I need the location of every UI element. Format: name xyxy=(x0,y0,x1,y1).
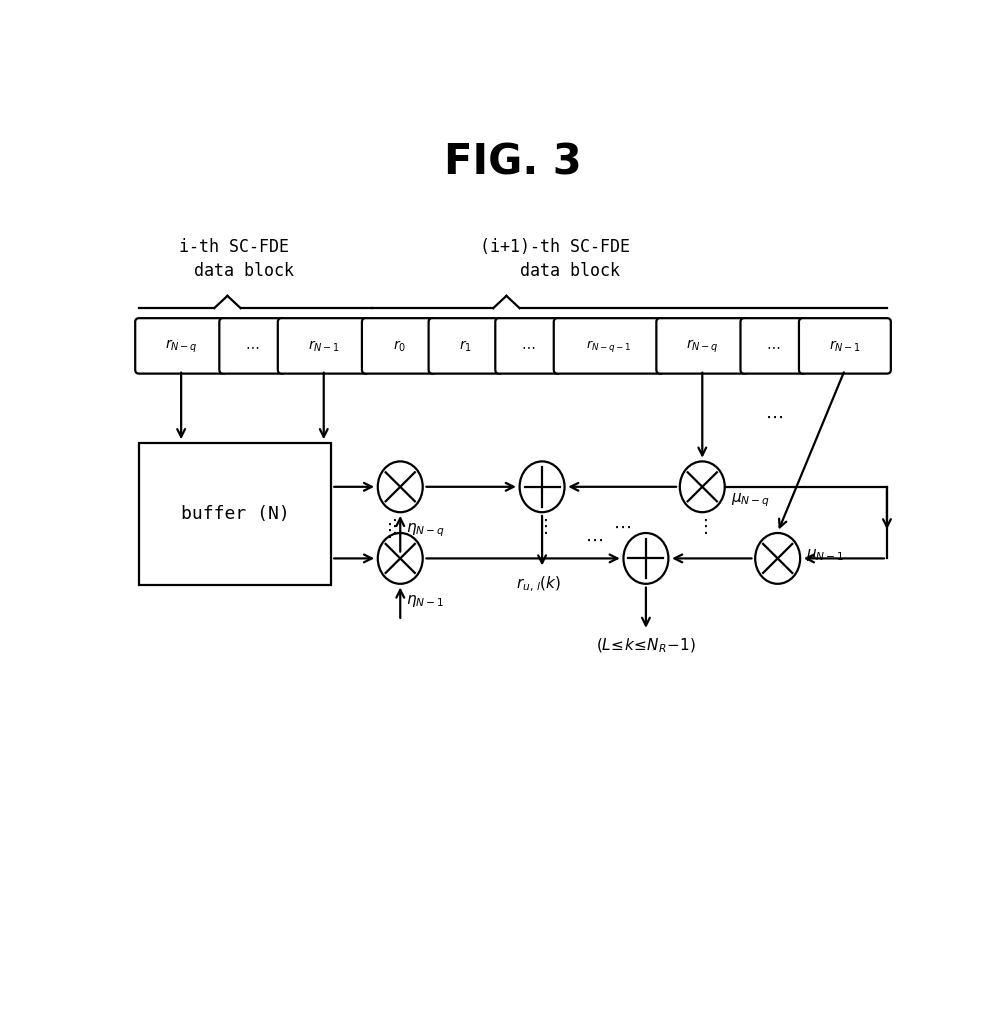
FancyBboxPatch shape xyxy=(495,319,562,373)
FancyBboxPatch shape xyxy=(554,319,664,373)
Text: $\vdots$: $\vdots$ xyxy=(385,517,396,536)
Text: $r_{N-q}$: $r_{N-q}$ xyxy=(165,337,197,355)
Text: $\cdots$: $\cdots$ xyxy=(765,408,783,426)
Text: $r_{N-1}$: $r_{N-1}$ xyxy=(829,338,861,354)
Text: $\cdots$: $\cdots$ xyxy=(585,530,603,549)
FancyBboxPatch shape xyxy=(741,319,807,373)
Text: $r_{N-1}$: $r_{N-1}$ xyxy=(307,338,339,354)
Text: buffer (N): buffer (N) xyxy=(181,505,289,523)
FancyBboxPatch shape xyxy=(219,319,285,373)
Text: $\vdots$: $\vdots$ xyxy=(697,517,709,536)
Text: i-th SC-FDE
  data block: i-th SC-FDE data block xyxy=(173,238,293,280)
Text: FIG. 3: FIG. 3 xyxy=(443,141,582,183)
FancyBboxPatch shape xyxy=(278,319,369,373)
FancyBboxPatch shape xyxy=(428,319,504,373)
FancyBboxPatch shape xyxy=(135,319,227,373)
Text: $\eta_{N-1}$: $\eta_{N-1}$ xyxy=(406,593,444,609)
Text: (i+1)-th SC-FDE
   data block: (i+1)-th SC-FDE data block xyxy=(480,238,631,280)
Text: $\cdots$: $\cdots$ xyxy=(522,339,536,353)
Text: $\vdots$: $\vdots$ xyxy=(380,521,392,541)
Text: $\mu_{N-1}$: $\mu_{N-1}$ xyxy=(807,547,845,562)
Text: $r_{1}$: $r_{1}$ xyxy=(459,338,472,354)
Text: $(L\!\leq\! k\!\leq\! N_R\!-\!1)$: $(L\!\leq\! k\!\leq\! N_R\!-\!1)$ xyxy=(596,637,696,656)
Text: $\mu_{N-q}$: $\mu_{N-q}$ xyxy=(731,491,771,510)
FancyBboxPatch shape xyxy=(139,443,331,585)
Text: $\vdots$: $\vdots$ xyxy=(537,517,548,536)
FancyBboxPatch shape xyxy=(362,319,436,373)
Text: $\cdots$: $\cdots$ xyxy=(614,517,632,536)
FancyBboxPatch shape xyxy=(657,319,748,373)
Text: $\cdots$: $\cdots$ xyxy=(767,339,781,353)
Text: $\eta_{N-q}$: $\eta_{N-q}$ xyxy=(406,521,445,539)
FancyBboxPatch shape xyxy=(799,319,891,373)
Text: $r_{N-q}$: $r_{N-q}$ xyxy=(686,337,719,355)
Text: $r_{N-q-1}$: $r_{N-q-1}$ xyxy=(587,338,632,354)
Text: $r_{u,\, l}(k)$: $r_{u,\, l}(k)$ xyxy=(516,575,561,594)
Text: $\cdots$: $\cdots$ xyxy=(245,339,259,353)
Text: $r_{0}$: $r_{0}$ xyxy=(392,338,405,354)
